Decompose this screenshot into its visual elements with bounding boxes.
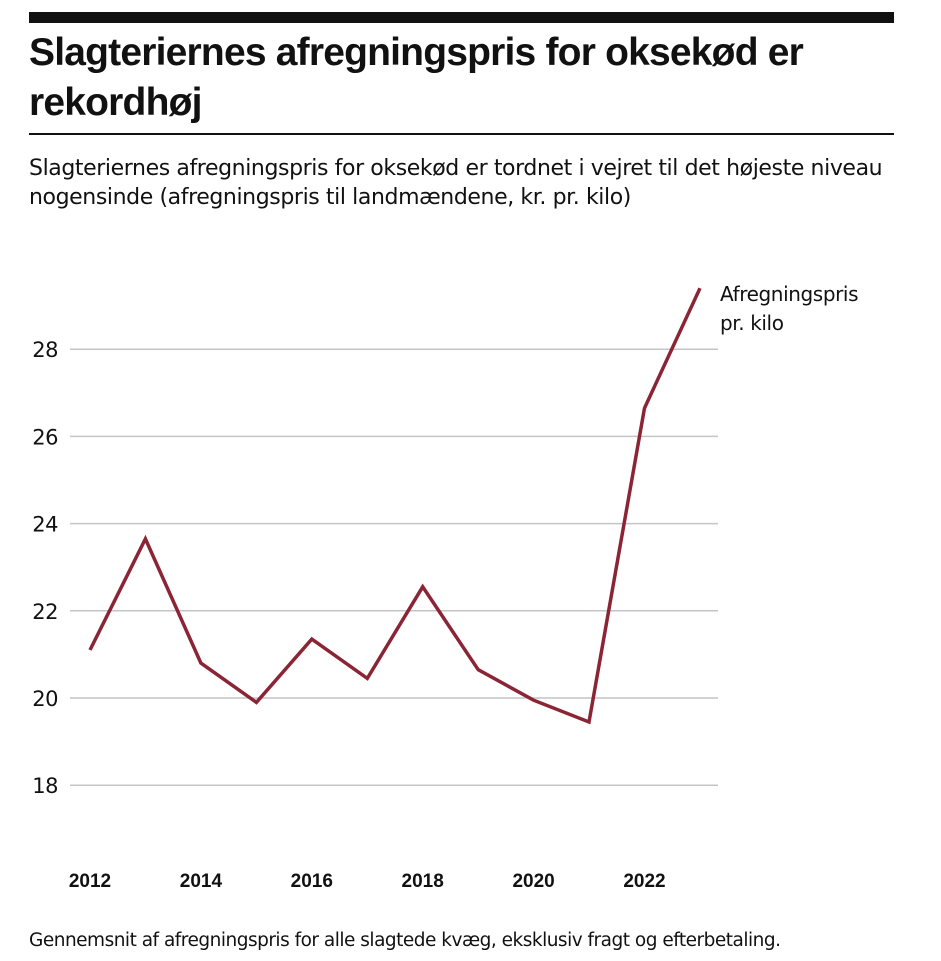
title-divider (29, 133, 894, 135)
y-tick-label: 22 (32, 600, 58, 624)
y-tick-label: 26 (32, 425, 58, 449)
chart-subtitle: Slagteriernes afregningspris for oksekød… (29, 156, 883, 210)
y-tick-label: 20 (32, 687, 58, 711)
x-axis-ticks: 2012 2014 2016 2018 2020 2022 (69, 871, 666, 892)
x-tick-label: 2014 (180, 871, 223, 892)
footnote: Gennemsnit af afregningspris for alle sl… (29, 930, 781, 951)
y-tick-label: 24 (32, 513, 58, 537)
y-tick-label: 18 (32, 774, 58, 798)
gridlines (70, 348, 718, 786)
x-tick-label: 2012 (69, 871, 111, 892)
chart-title: Slagteriernes afregningspris for oksekød… (29, 31, 804, 124)
y-axis-ticks: 18 20 22 24 26 28 (32, 338, 58, 798)
series-layer (88, 287, 702, 725)
top-accent-bar (29, 12, 894, 23)
x-tick-label: 2018 (402, 871, 444, 892)
series-line (88, 287, 702, 725)
x-tick-label: 2016 (291, 871, 333, 892)
y-tick-label: 28 (32, 338, 58, 362)
series-label-line: Afregningspris (720, 282, 858, 306)
x-tick-label: 2020 (512, 871, 554, 892)
series-label: Afregningspris pr. kilo (720, 282, 859, 335)
x-tick-label: 2022 (623, 871, 665, 892)
series-label-line: pr. kilo (720, 311, 784, 335)
